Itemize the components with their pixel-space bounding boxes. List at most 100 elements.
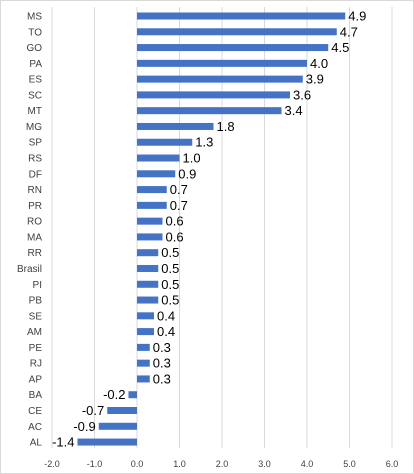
category-label: RJ: [30, 359, 42, 370]
data-label: 1.3: [195, 135, 213, 150]
category-label: MS: [27, 12, 42, 23]
bar: [137, 186, 167, 194]
category-label: MT: [28, 106, 42, 117]
data-label: -0.9: [73, 419, 95, 434]
bar: [137, 59, 307, 67]
data-label: -0.2: [103, 387, 125, 402]
category-label: PR: [28, 201, 42, 212]
category-label: Brasil: [17, 264, 42, 275]
bar: [98, 422, 137, 430]
data-label: 0.5: [161, 277, 179, 292]
data-label: 0.7: [170, 182, 188, 197]
data-label: 0.9: [178, 166, 196, 181]
category-label: PA: [29, 59, 42, 70]
x-tick-label: -1.0: [87, 459, 103, 469]
bar: [137, 264, 159, 272]
bar: [137, 44, 329, 52]
bar: [137, 75, 303, 83]
bar: [137, 312, 154, 320]
category-label: GO: [26, 43, 42, 54]
data-label: 0.7: [170, 198, 188, 213]
category-label: TO: [28, 27, 42, 38]
data-label: 0.4: [157, 324, 175, 339]
bar: [137, 280, 159, 288]
x-tick-label: 1.0: [173, 459, 186, 469]
bar: [137, 328, 154, 336]
category-labels: MS TO GO PA ES SC MT MG SP RS DF RN PR RO MA RR Brasil PI…: [17, 12, 42, 449]
category-label: PE: [29, 343, 43, 354]
data-label: -0.7: [82, 403, 104, 418]
x-tick-label: 4.0: [301, 459, 314, 469]
data-label: 0.5: [161, 261, 179, 276]
bar: [137, 296, 159, 304]
category-label: AP: [29, 374, 43, 385]
bar: [128, 391, 137, 399]
bar: [137, 107, 282, 115]
x-tick-label: 3.0: [258, 459, 271, 469]
bar: [137, 91, 290, 99]
category-label: RO: [27, 217, 42, 228]
category-label: AL: [30, 438, 43, 449]
category-label: BA: [29, 390, 43, 401]
data-label: 4.5: [331, 40, 349, 55]
data-label: 1.0: [183, 151, 201, 166]
category-label: DF: [29, 169, 42, 180]
bar: [77, 438, 137, 446]
bar: [107, 407, 137, 414]
bar: [137, 28, 337, 36]
data-label: 0.3: [153, 371, 171, 386]
bar: [137, 359, 150, 367]
x-tick-label: 6.0: [386, 459, 399, 469]
data-label: -1.4: [52, 435, 74, 450]
bar: [137, 201, 167, 209]
x-tick-label: 5.0: [343, 459, 356, 469]
bar: [137, 154, 180, 162]
x-tick-label: 0.0: [131, 459, 144, 469]
bar: [137, 12, 346, 20]
data-label: 4.9: [348, 9, 366, 24]
data-label: 4.0: [310, 56, 328, 71]
data-label: 3.6: [293, 87, 311, 102]
data-label: 0.5: [161, 293, 179, 308]
category-label: SE: [29, 311, 43, 322]
gridlines: [51, 7, 393, 448]
data-label: 0.3: [153, 356, 171, 371]
category-label: MG: [26, 122, 42, 133]
bar: [137, 249, 159, 257]
category-label: ES: [29, 75, 43, 86]
x-tick-label: 2.0: [216, 459, 229, 469]
category-label: SC: [28, 90, 42, 101]
bars: [77, 12, 346, 446]
bar: [137, 217, 163, 225]
category-label: MA: [27, 232, 42, 243]
x-tick-label: -2.0: [44, 459, 60, 469]
data-label: 0.6: [166, 229, 184, 244]
bar: [137, 138, 193, 146]
data-label: 3.9: [306, 72, 324, 87]
data-label: 0.4: [157, 308, 175, 323]
data-label: 3.4: [285, 103, 303, 118]
category-label: RR: [28, 248, 42, 259]
data-label: 0.5: [161, 245, 179, 260]
data-label: 4.7: [340, 24, 358, 39]
category-label: PI: [33, 280, 42, 291]
category-label: CE: [28, 406, 42, 417]
category-label: AC: [28, 422, 42, 433]
x-tick-labels: -2.0 -1.0 0.0 1.0 2.0 3.0 4.0 5.0 6.0: [44, 459, 398, 469]
bar: [137, 375, 150, 383]
category-label: PB: [29, 296, 43, 307]
data-labels: 4.94.74.54.03.93.63.41.81.31.00.90.70.70…: [52, 9, 366, 450]
data-label: 0.6: [166, 214, 184, 229]
bar: [137, 170, 176, 178]
data-label: 0.3: [153, 340, 171, 355]
bar: [137, 343, 150, 351]
category-label: RS: [28, 154, 42, 165]
category-label: AM: [27, 327, 42, 338]
category-label: RN: [28, 185, 42, 196]
category-label: SP: [29, 138, 43, 149]
data-label: 1.8: [217, 119, 235, 134]
bar: [137, 122, 214, 130]
bar: [137, 233, 163, 241]
